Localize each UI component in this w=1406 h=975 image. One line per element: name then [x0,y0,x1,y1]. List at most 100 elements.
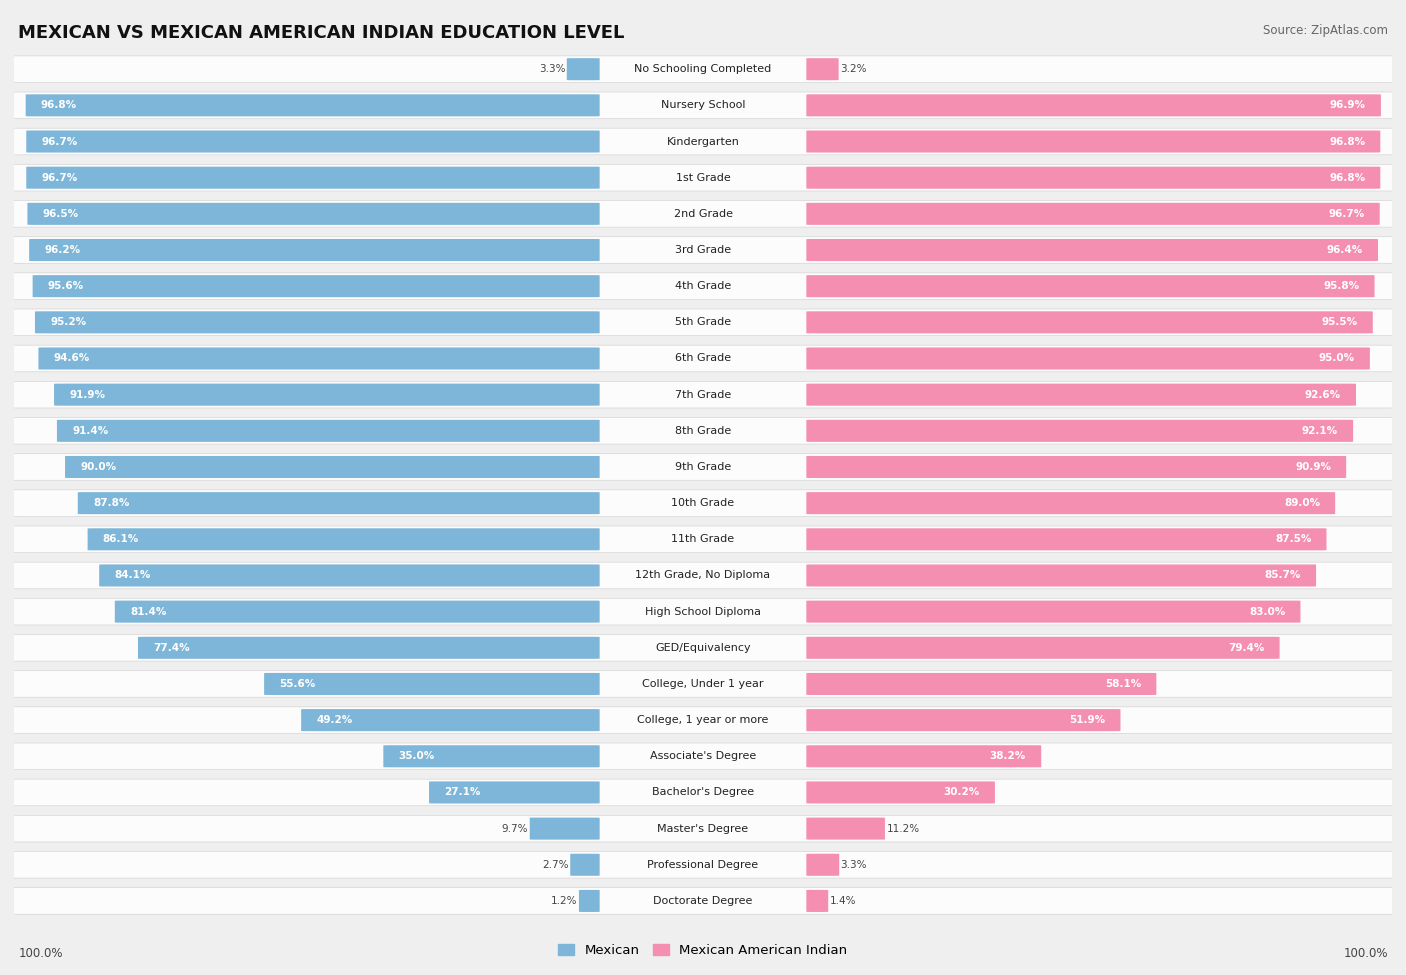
FancyBboxPatch shape [806,239,1378,261]
Text: 35.0%: 35.0% [398,752,434,761]
Text: 3rd Grade: 3rd Grade [675,245,731,255]
FancyBboxPatch shape [6,887,1400,915]
Text: 3.2%: 3.2% [839,64,866,74]
FancyBboxPatch shape [6,526,1400,553]
Text: Nursery School: Nursery School [661,100,745,110]
FancyBboxPatch shape [6,707,1400,733]
FancyBboxPatch shape [56,420,599,442]
FancyBboxPatch shape [6,165,1400,191]
FancyBboxPatch shape [6,779,1400,805]
FancyBboxPatch shape [6,453,1400,481]
FancyBboxPatch shape [806,565,1316,587]
FancyBboxPatch shape [806,420,1353,442]
Text: 100.0%: 100.0% [1343,947,1388,960]
Text: 96.8%: 96.8% [1329,173,1365,182]
Text: 11.2%: 11.2% [886,824,920,834]
Text: 95.5%: 95.5% [1322,317,1358,328]
FancyBboxPatch shape [100,565,599,587]
Text: 92.6%: 92.6% [1305,390,1341,400]
Text: 2.7%: 2.7% [543,860,569,870]
FancyBboxPatch shape [6,489,1400,517]
Text: 27.1%: 27.1% [444,788,481,798]
Text: 4th Grade: 4th Grade [675,281,731,292]
FancyBboxPatch shape [806,311,1372,333]
FancyBboxPatch shape [806,492,1336,514]
FancyBboxPatch shape [30,239,599,261]
Text: 86.1%: 86.1% [103,534,139,544]
Text: 30.2%: 30.2% [943,788,980,798]
FancyBboxPatch shape [6,417,1400,445]
Text: 55.6%: 55.6% [280,679,315,689]
FancyBboxPatch shape [77,492,599,514]
Text: 95.6%: 95.6% [48,281,84,292]
FancyBboxPatch shape [301,709,599,731]
Text: 90.9%: 90.9% [1295,462,1331,472]
Text: 38.2%: 38.2% [990,752,1026,761]
FancyBboxPatch shape [6,563,1400,589]
Text: 95.0%: 95.0% [1319,354,1355,364]
Text: College, Under 1 year: College, Under 1 year [643,679,763,689]
FancyBboxPatch shape [6,815,1400,842]
Text: Kindergarten: Kindergarten [666,136,740,146]
FancyBboxPatch shape [571,854,599,876]
Text: 1st Grade: 1st Grade [676,173,730,182]
FancyBboxPatch shape [806,673,1156,695]
FancyBboxPatch shape [806,58,838,80]
Text: 1.4%: 1.4% [830,896,856,906]
FancyBboxPatch shape [6,273,1400,299]
Text: 85.7%: 85.7% [1264,570,1301,580]
Text: High School Diploma: High School Diploma [645,606,761,616]
FancyBboxPatch shape [32,275,599,297]
FancyBboxPatch shape [65,456,599,478]
Text: Associate's Degree: Associate's Degree [650,752,756,761]
Text: 96.7%: 96.7% [41,173,77,182]
FancyBboxPatch shape [806,167,1381,189]
FancyBboxPatch shape [806,347,1369,370]
Text: 96.7%: 96.7% [41,136,77,146]
FancyBboxPatch shape [806,456,1346,478]
FancyBboxPatch shape [138,637,599,659]
FancyBboxPatch shape [6,599,1400,625]
Text: 12th Grade, No Diploma: 12th Grade, No Diploma [636,570,770,580]
Text: 96.8%: 96.8% [1329,136,1365,146]
Text: 9.7%: 9.7% [502,824,529,834]
FancyBboxPatch shape [806,890,828,912]
Text: 9th Grade: 9th Grade [675,462,731,472]
FancyBboxPatch shape [567,58,599,80]
Text: 91.9%: 91.9% [69,390,105,400]
FancyBboxPatch shape [27,131,599,152]
FancyBboxPatch shape [6,237,1400,263]
FancyBboxPatch shape [38,347,599,370]
Text: 3.3%: 3.3% [841,860,868,870]
FancyBboxPatch shape [806,275,1375,297]
Text: Professional Degree: Professional Degree [647,860,759,870]
FancyBboxPatch shape [806,131,1381,152]
Text: 96.4%: 96.4% [1327,245,1362,255]
Text: 2nd Grade: 2nd Grade [673,209,733,218]
Text: 58.1%: 58.1% [1105,679,1142,689]
Text: 96.9%: 96.9% [1330,100,1365,110]
FancyBboxPatch shape [806,818,884,839]
FancyBboxPatch shape [6,201,1400,227]
Text: 95.2%: 95.2% [51,317,86,328]
Text: 3.3%: 3.3% [538,64,565,74]
Text: 84.1%: 84.1% [114,570,150,580]
Text: 92.1%: 92.1% [1302,426,1339,436]
Text: 83.0%: 83.0% [1249,606,1285,616]
FancyBboxPatch shape [6,743,1400,769]
Text: Bachelor's Degree: Bachelor's Degree [652,788,754,798]
Text: 96.2%: 96.2% [45,245,80,255]
Text: Source: ZipAtlas.com: Source: ZipAtlas.com [1263,24,1388,37]
FancyBboxPatch shape [25,95,599,116]
Text: 90.0%: 90.0% [80,462,117,472]
Text: 89.0%: 89.0% [1284,498,1320,508]
Text: Doctorate Degree: Doctorate Degree [654,896,752,906]
FancyBboxPatch shape [35,311,599,333]
FancyBboxPatch shape [806,383,1355,406]
FancyBboxPatch shape [579,890,599,912]
FancyBboxPatch shape [264,673,599,695]
Text: College, 1 year or more: College, 1 year or more [637,715,769,725]
FancyBboxPatch shape [806,637,1279,659]
Legend: Mexican, Mexican American Indian: Mexican, Mexican American Indian [553,938,853,962]
FancyBboxPatch shape [806,854,839,876]
